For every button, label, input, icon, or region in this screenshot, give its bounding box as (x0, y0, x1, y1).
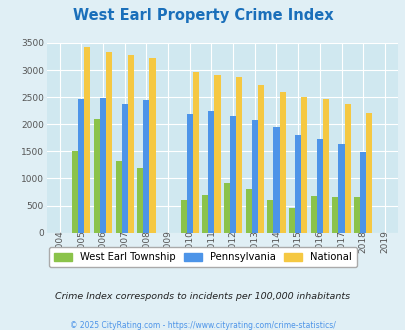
Bar (365, 113, 371, 233)
Bar (122, 104, 128, 233)
Bar (245, 189, 251, 233)
Bar (236, 77, 242, 233)
Text: © 2025 CityRating.com - https://www.cityrating.com/crime-statistics/: © 2025 CityRating.com - https://www.city… (70, 321, 335, 330)
Bar (180, 200, 186, 233)
Bar (322, 99, 328, 233)
Bar (267, 200, 273, 233)
Legend: West Earl Township, Pennsylvania, National: West Earl Township, Pennsylvania, Nation… (49, 247, 356, 267)
Bar (251, 120, 257, 233)
Bar (310, 196, 316, 233)
Bar (72, 151, 78, 233)
Bar (106, 51, 112, 233)
Bar (294, 135, 301, 233)
Bar (214, 76, 220, 233)
Bar (273, 127, 279, 233)
Bar (316, 139, 322, 233)
Bar (257, 85, 263, 233)
Bar (115, 161, 122, 233)
Bar (100, 98, 106, 233)
Bar (353, 197, 359, 233)
Bar (78, 99, 84, 233)
Bar (344, 104, 350, 233)
Bar (149, 58, 155, 233)
Bar (202, 195, 208, 233)
Bar (288, 208, 294, 233)
Bar (338, 144, 344, 233)
Bar (359, 152, 365, 233)
Bar (224, 183, 230, 233)
Bar (208, 111, 214, 233)
Bar (84, 47, 90, 233)
Bar (143, 100, 149, 233)
Bar (332, 197, 338, 233)
Text: West Earl Property Crime Index: West Earl Property Crime Index (72, 8, 333, 23)
Bar (137, 168, 143, 233)
Bar (186, 115, 192, 233)
Bar (128, 55, 134, 233)
Bar (94, 119, 100, 233)
Bar (230, 115, 236, 233)
Bar (192, 72, 198, 233)
Bar (301, 97, 307, 233)
Bar (279, 92, 285, 233)
Text: Crime Index corresponds to incidents per 100,000 inhabitants: Crime Index corresponds to incidents per… (55, 292, 350, 301)
